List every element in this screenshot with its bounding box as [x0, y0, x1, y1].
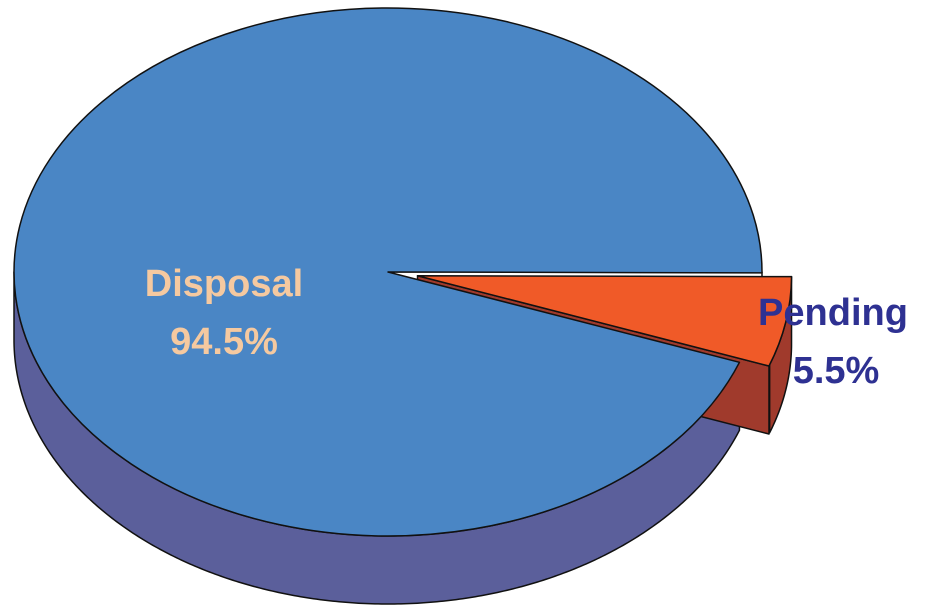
pie-slice-disposal — [13, 7, 763, 537]
slice-label-disposal-value: 94.5% — [170, 321, 278, 363]
pie-labels: Disposal 94.5% Pending 5.5% — [145, 263, 908, 392]
slice-label-disposal-category: Disposal — [145, 263, 303, 305]
pie-slice-pending — [416, 274, 793, 367]
pie-tops — [13, 7, 793, 537]
slice-label-pending-value: 5.5% — [793, 350, 880, 392]
slice-label-pending-category: Pending — [758, 292, 908, 334]
